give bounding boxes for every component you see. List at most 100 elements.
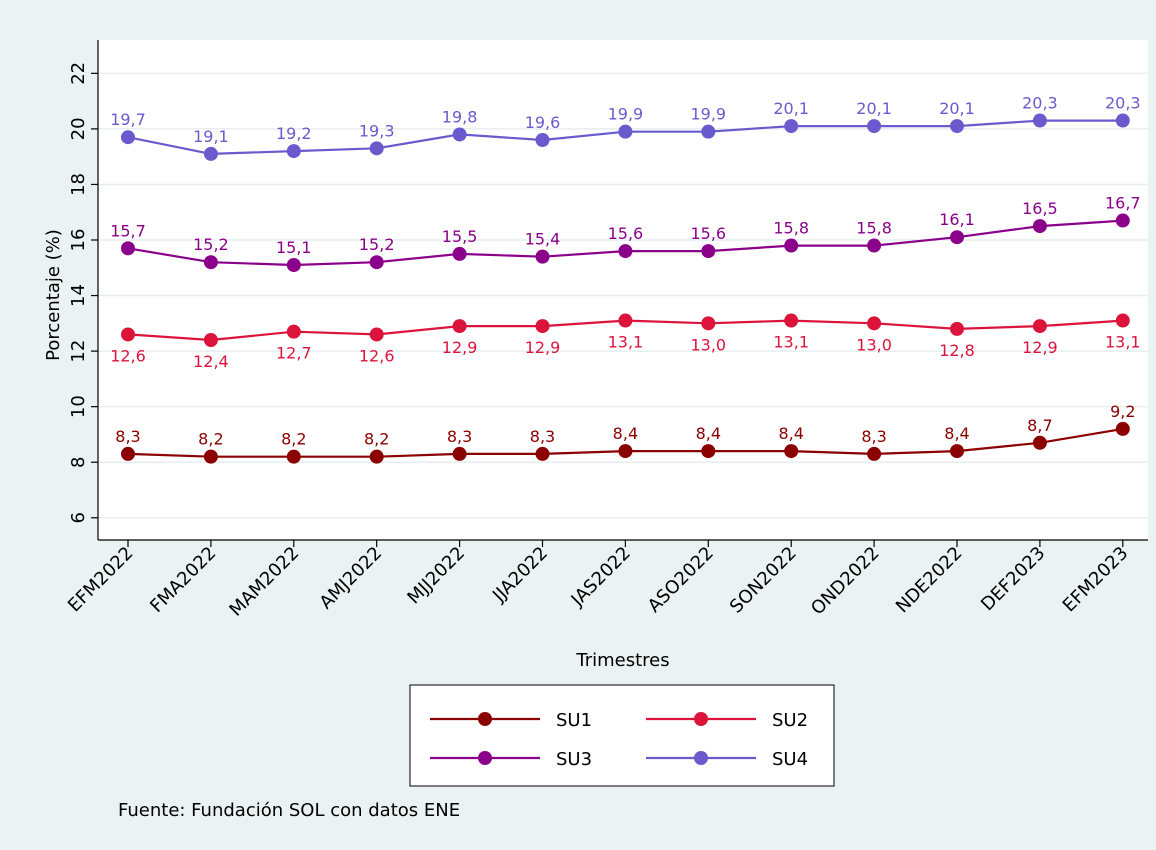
data-label: 12,9 [1022, 338, 1058, 357]
data-point [203, 255, 218, 270]
data-label: 19,3 [359, 121, 395, 140]
data-point [950, 444, 964, 459]
data-label: 16,5 [1022, 199, 1058, 218]
data-label: 8,7 [1027, 416, 1052, 435]
data-label: 12,8 [939, 341, 975, 360]
y-axis-label: Porcentaje (%) [43, 229, 64, 361]
data-label: 12,9 [525, 338, 561, 357]
data-label: 19,7 [110, 110, 146, 129]
data-label: 20,1 [773, 99, 809, 118]
series-su3: 15,7 15,2 15,1 15,2 15,5 15,4 15,6 15,6 15,8 15,8… [110, 194, 1141, 272]
data-label: 13,0 [690, 335, 726, 354]
legend-item-su3: SU3 [430, 749, 592, 770]
data-point [369, 141, 384, 156]
y-tick-label: 14 [68, 284, 89, 307]
data-label: 12,9 [442, 338, 478, 357]
data-point [618, 313, 633, 328]
y-tick-label: 10 [68, 395, 89, 418]
data-point [286, 258, 301, 272]
data-point [618, 444, 633, 459]
data-point [369, 449, 384, 464]
data-point [1115, 421, 1130, 436]
series-su4: 19,7 19,1 19,2 19,3 19,8 19,6 19,9 19,9 20,1 20,1… [110, 94, 1141, 161]
data-point [452, 319, 467, 334]
data-label: 8,4 [613, 424, 638, 443]
y-tick-label: 8 [68, 456, 89, 467]
x-axis-label: Trimestres [575, 650, 669, 671]
y-tick-label: 22 [68, 62, 89, 85]
data-label: 15,4 [525, 230, 561, 249]
data-label: 15,7 [110, 221, 146, 240]
legend-marker [478, 751, 492, 765]
data-point [535, 319, 550, 334]
data-label: 20,3 [1105, 94, 1141, 113]
data-label: 15,2 [359, 235, 395, 254]
data-label: 19,6 [525, 113, 561, 132]
data-label: 19,8 [442, 107, 478, 126]
legend-marker [478, 712, 492, 726]
legend-label: SU2 [772, 710, 808, 731]
data-point [1032, 319, 1047, 334]
legend-label: SU1 [556, 710, 592, 731]
data-point [867, 119, 882, 134]
data-point [950, 119, 964, 134]
data-point [1115, 313, 1130, 328]
data-label: 15,8 [856, 219, 892, 238]
data-point [121, 130, 135, 145]
data-point [203, 333, 218, 347]
data-label: 8,4 [944, 424, 969, 443]
data-point [1032, 435, 1047, 450]
data-point [369, 327, 384, 342]
data-point [701, 316, 716, 331]
data-label: 13,0 [856, 335, 892, 354]
legend-item-su1: SU1 [430, 710, 592, 731]
legend-item-su2: SU2 [646, 710, 808, 731]
data-point [452, 127, 467, 142]
data-point [784, 238, 799, 253]
data-point [535, 133, 550, 147]
data-label: 8,3 [447, 427, 472, 446]
data-label: 13,1 [773, 333, 809, 352]
data-label: 15,6 [608, 224, 644, 243]
data-label: 19,9 [690, 105, 726, 124]
legend: SU1 SU2 SU3 SU4 [409, 684, 835, 787]
data-label: 8,3 [115, 427, 140, 446]
series-layer: 8,3 8,2 8,2 8,2 8,3 8,3 8,4 8,4 8,4 8,3 8,4 8,7 9,2 1… [110, 94, 1141, 464]
data-label: 16,1 [939, 210, 975, 229]
data-point [369, 255, 384, 270]
data-point [1032, 219, 1047, 234]
data-label: 9,2 [1110, 402, 1135, 421]
data-label: 20,1 [939, 99, 975, 118]
data-label: 8,4 [696, 424, 721, 443]
data-label: 15,5 [442, 227, 478, 246]
data-label: 16,7 [1105, 194, 1141, 213]
legend-marker [694, 712, 708, 726]
data-label: 13,1 [608, 333, 644, 352]
data-point [1115, 113, 1130, 128]
data-label: 19,9 [608, 105, 644, 124]
data-label: 8,3 [530, 427, 555, 446]
data-label: 8,2 [281, 430, 306, 449]
data-point [701, 244, 716, 259]
axes [97, 40, 1148, 541]
data-point [452, 446, 467, 461]
legend-marker [694, 751, 708, 765]
legend-box [409, 684, 835, 787]
data-point [701, 444, 716, 459]
y-tick-label: 18 [68, 173, 89, 196]
data-point [1032, 113, 1047, 128]
data-label: 15,2 [193, 235, 229, 254]
data-label: 12,6 [359, 346, 395, 365]
y-ticks: 6 8 10 12 14 16 18 20 22 [68, 62, 98, 524]
data-point [203, 146, 218, 161]
data-point [286, 324, 301, 339]
data-label: 20,1 [856, 99, 892, 118]
data-point [784, 119, 799, 134]
data-label: 15,6 [690, 224, 726, 243]
y-tick-label: 16 [68, 229, 89, 252]
data-label: 19,1 [193, 127, 229, 146]
y-tick-label: 6 [68, 512, 89, 523]
data-label: 8,2 [198, 430, 223, 449]
data-point [867, 316, 882, 331]
